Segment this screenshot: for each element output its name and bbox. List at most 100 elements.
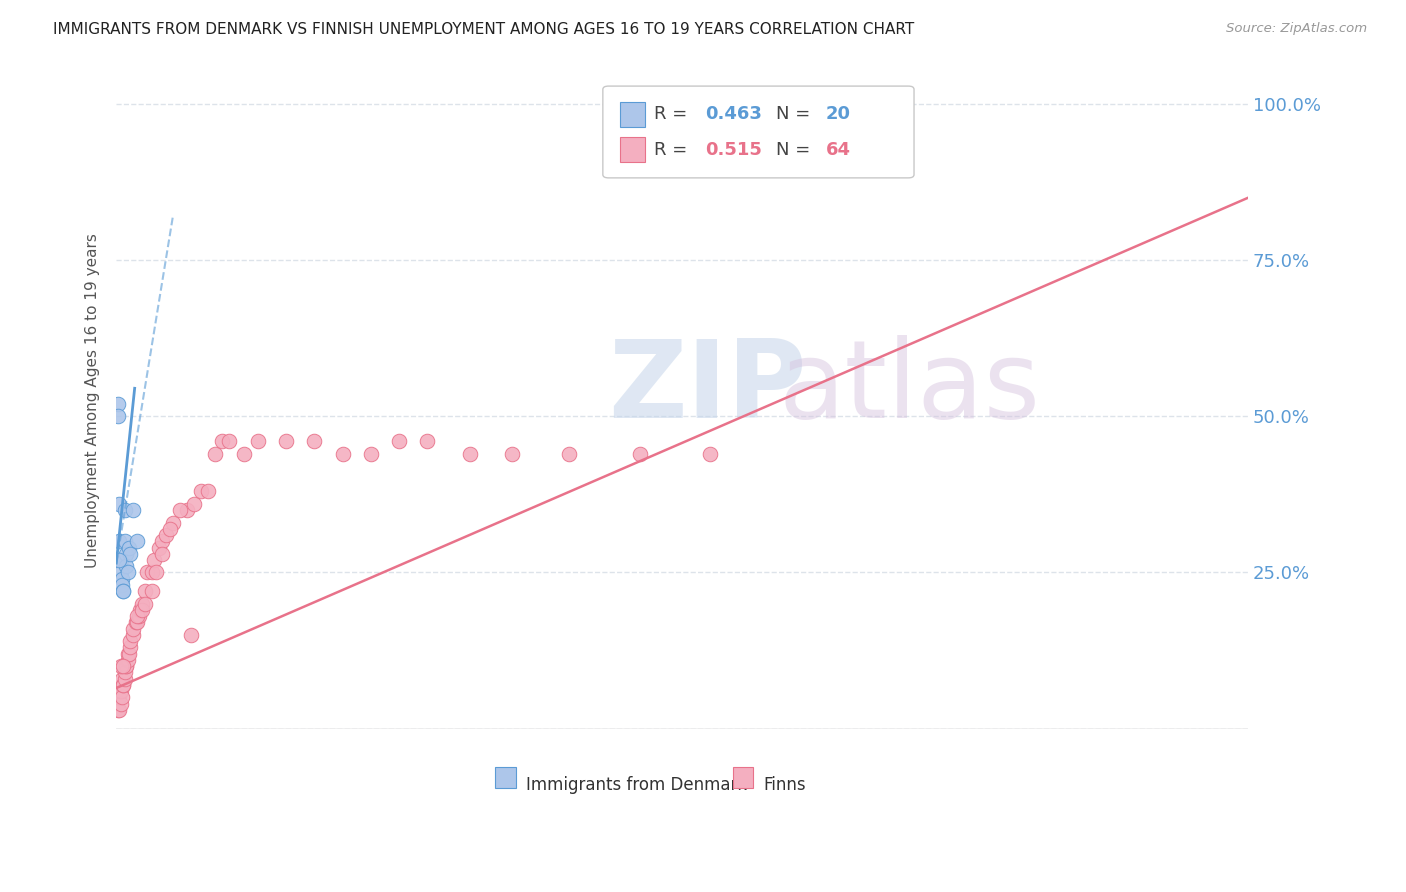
Point [117,647,139,661]
Point [114,503,136,517]
Point [558,447,581,461]
Point [304,434,326,449]
Point [122,628,145,642]
Point [131,603,153,617]
Point [120,547,142,561]
Point [131,597,153,611]
Text: N =: N = [776,141,821,159]
Point [274,434,297,449]
Point [110,566,132,580]
Point [458,447,481,461]
Point [211,434,233,449]
Point [114,665,136,680]
Point [115,659,138,673]
Point [150,547,173,561]
Text: Finns: Finns [763,776,806,795]
Y-axis label: Unemployment Among Ages 16 to 19 years: Unemployment Among Ages 16 to 19 years [86,234,100,568]
Text: R =: R = [654,141,699,159]
Point [145,566,167,580]
Point [122,503,145,517]
Point [110,553,132,567]
Bar [495,766,516,788]
Point [699,447,721,461]
Point [112,584,135,599]
Point [111,572,134,586]
Point [143,553,166,567]
Point [232,447,254,461]
Point [108,703,131,717]
Point [127,609,149,624]
Point [107,409,129,424]
Point [114,534,136,549]
Point [111,578,134,592]
Point [110,659,132,673]
Point [110,697,132,711]
Bar [620,102,645,127]
Point [204,447,226,461]
Text: 64: 64 [825,141,851,159]
Text: R =: R = [654,105,699,123]
Text: Source: ZipAtlas.com: Source: ZipAtlas.com [1226,22,1367,36]
Point [360,447,382,461]
Point [118,541,141,555]
Point [120,634,142,648]
Point [128,609,150,624]
Point [108,553,131,567]
Point [159,522,181,536]
Text: ZIP: ZIP [609,334,807,441]
Point [388,434,411,449]
Point [117,653,139,667]
Point [120,640,142,655]
Point [416,434,439,449]
Point [115,559,138,574]
Point [141,584,163,599]
Point [114,672,136,686]
Point [332,447,354,461]
Text: N =: N = [776,105,821,123]
Point [501,447,523,461]
Point [112,659,135,673]
Point [127,534,149,549]
Point [111,690,134,705]
Point [108,690,131,705]
Point [246,434,269,449]
Point [628,447,651,461]
Point [107,703,129,717]
Text: atlas: atlas [779,334,1040,441]
Point [134,597,156,611]
Point [141,566,163,580]
Point [129,603,152,617]
Point [180,628,202,642]
Point [108,534,131,549]
Point [111,672,134,686]
Point [122,622,145,636]
Point [110,684,132,698]
Point [162,516,184,530]
Point [112,678,135,692]
Text: Immigrants from Denmark: Immigrants from Denmark [526,776,747,795]
Point [176,503,198,517]
Point [150,534,173,549]
Point [112,584,135,599]
Point [148,541,170,555]
Point [112,678,135,692]
Point [169,503,191,517]
Text: 0.463: 0.463 [704,105,762,123]
Text: IMMIGRANTS FROM DENMARK VS FINNISH UNEMPLOYMENT AMONG AGES 16 TO 19 YEARS CORREL: IMMIGRANTS FROM DENMARK VS FINNISH UNEMP… [53,22,915,37]
Bar [620,137,645,162]
Text: 20: 20 [825,105,851,123]
Point [125,615,148,630]
Point [127,615,149,630]
Point [107,397,129,411]
Point [118,647,141,661]
Bar [733,766,754,788]
Text: 0.515: 0.515 [704,141,762,159]
Point [136,566,159,580]
Point [108,497,131,511]
Point [115,659,138,673]
Point [134,584,156,599]
Point [197,484,219,499]
FancyBboxPatch shape [603,87,914,178]
Point [117,566,139,580]
Point [115,547,138,561]
